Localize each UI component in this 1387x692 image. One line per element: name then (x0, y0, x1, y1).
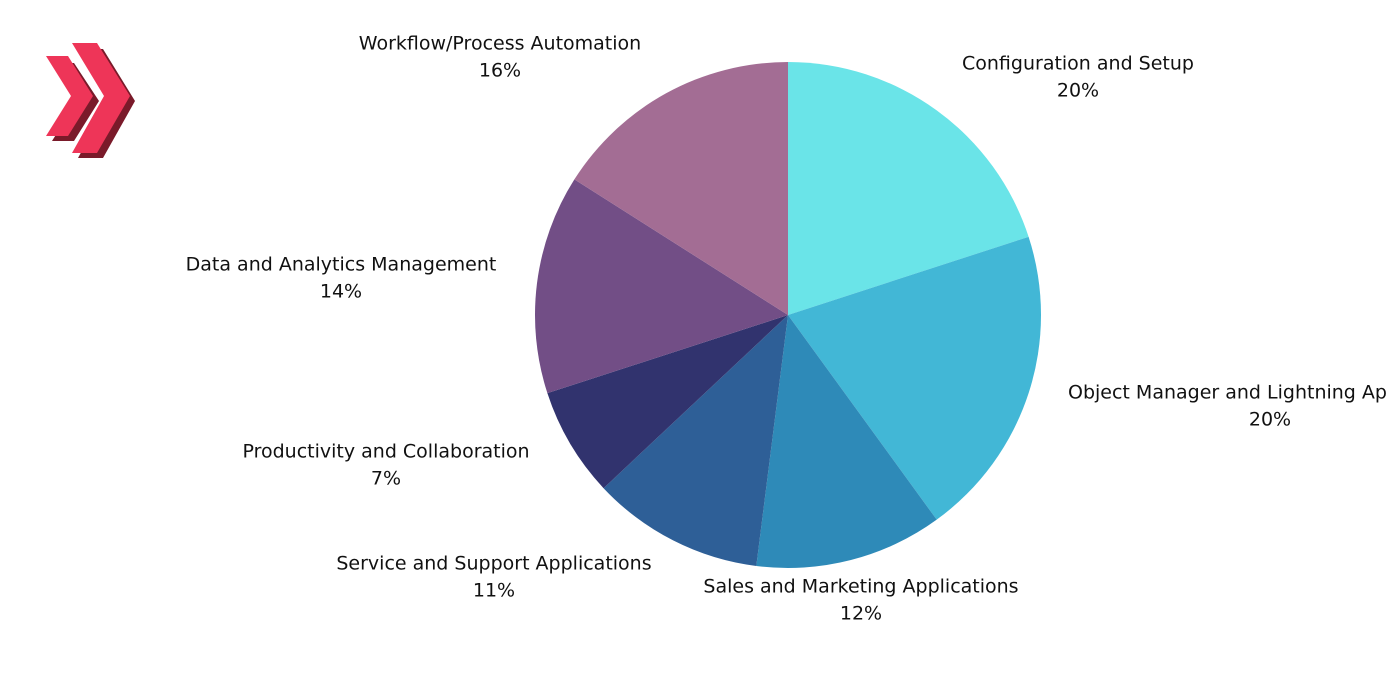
pie-slice (788, 236, 1041, 520)
slice-label: Data and Analytics Management (186, 254, 497, 276)
slice-value-label: 7% (371, 468, 401, 490)
slice-label: Sales and Marketing Applications (703, 576, 1018, 598)
pie-slice (756, 315, 937, 568)
slice-label: Service and Support Applications (336, 553, 651, 575)
pie-slice (535, 179, 788, 394)
slice-label: Configuration and Setup (962, 53, 1194, 75)
slice-value-label: 20% (1057, 80, 1099, 102)
slice-label: Productivity and Collaboration (242, 441, 529, 463)
pie-slice (547, 315, 788, 489)
slice-value-label: 16% (479, 60, 521, 82)
slice-value-label: 14% (320, 281, 362, 303)
pie-slice (603, 315, 788, 567)
slice-value-label: 20% (1249, 409, 1291, 431)
slice-label: Workflow/Process Automation (359, 33, 641, 55)
slice-label: Object Manager and Lightning Ap (1068, 382, 1387, 404)
slice-value-label: 12% (840, 603, 882, 625)
slice-value-label: 11% (473, 580, 515, 602)
pie-slice (788, 62, 1029, 315)
pie-slice (574, 62, 788, 315)
logo (46, 43, 135, 158)
